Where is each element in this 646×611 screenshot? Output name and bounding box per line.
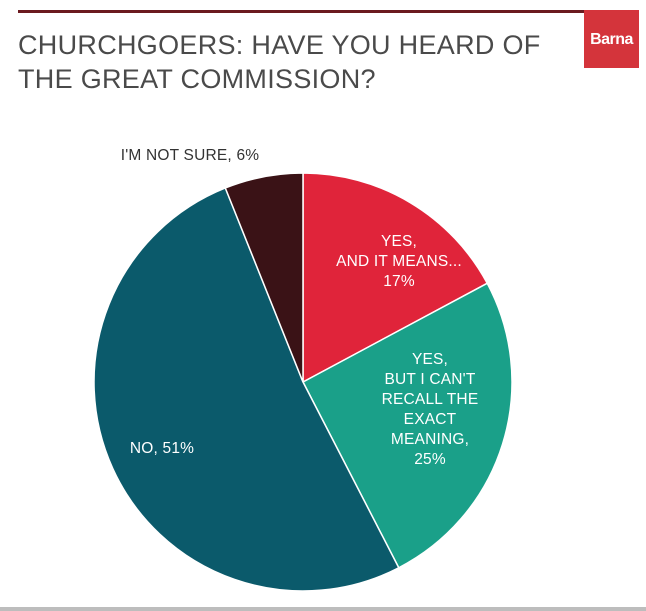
slice-yes-cant-recall (301, 282, 513, 569)
slice-not-sure-label: I'M NOT SURE, 6% (121, 147, 260, 164)
chart-title: CHURCHGOERS: HAVE YOU HEARD OF THE GREAT… (18, 30, 541, 94)
header-rule (18, 10, 584, 13)
slice-not-sure (224, 172, 304, 383)
footer-rule (0, 607, 646, 611)
slice-no (93, 186, 400, 592)
barna-logo: Barna (584, 10, 639, 68)
slice-yes-knows (302, 172, 489, 384)
slice-no-label: NO, 51% (130, 440, 194, 457)
slice-yes-knows-label: YES, AND IT MEANS... 17% (336, 233, 462, 290)
slice-yes-cant-recall-label: YES, BUT I CAN'T RECALL THE EXACT MEANING, 25… (382, 351, 479, 468)
